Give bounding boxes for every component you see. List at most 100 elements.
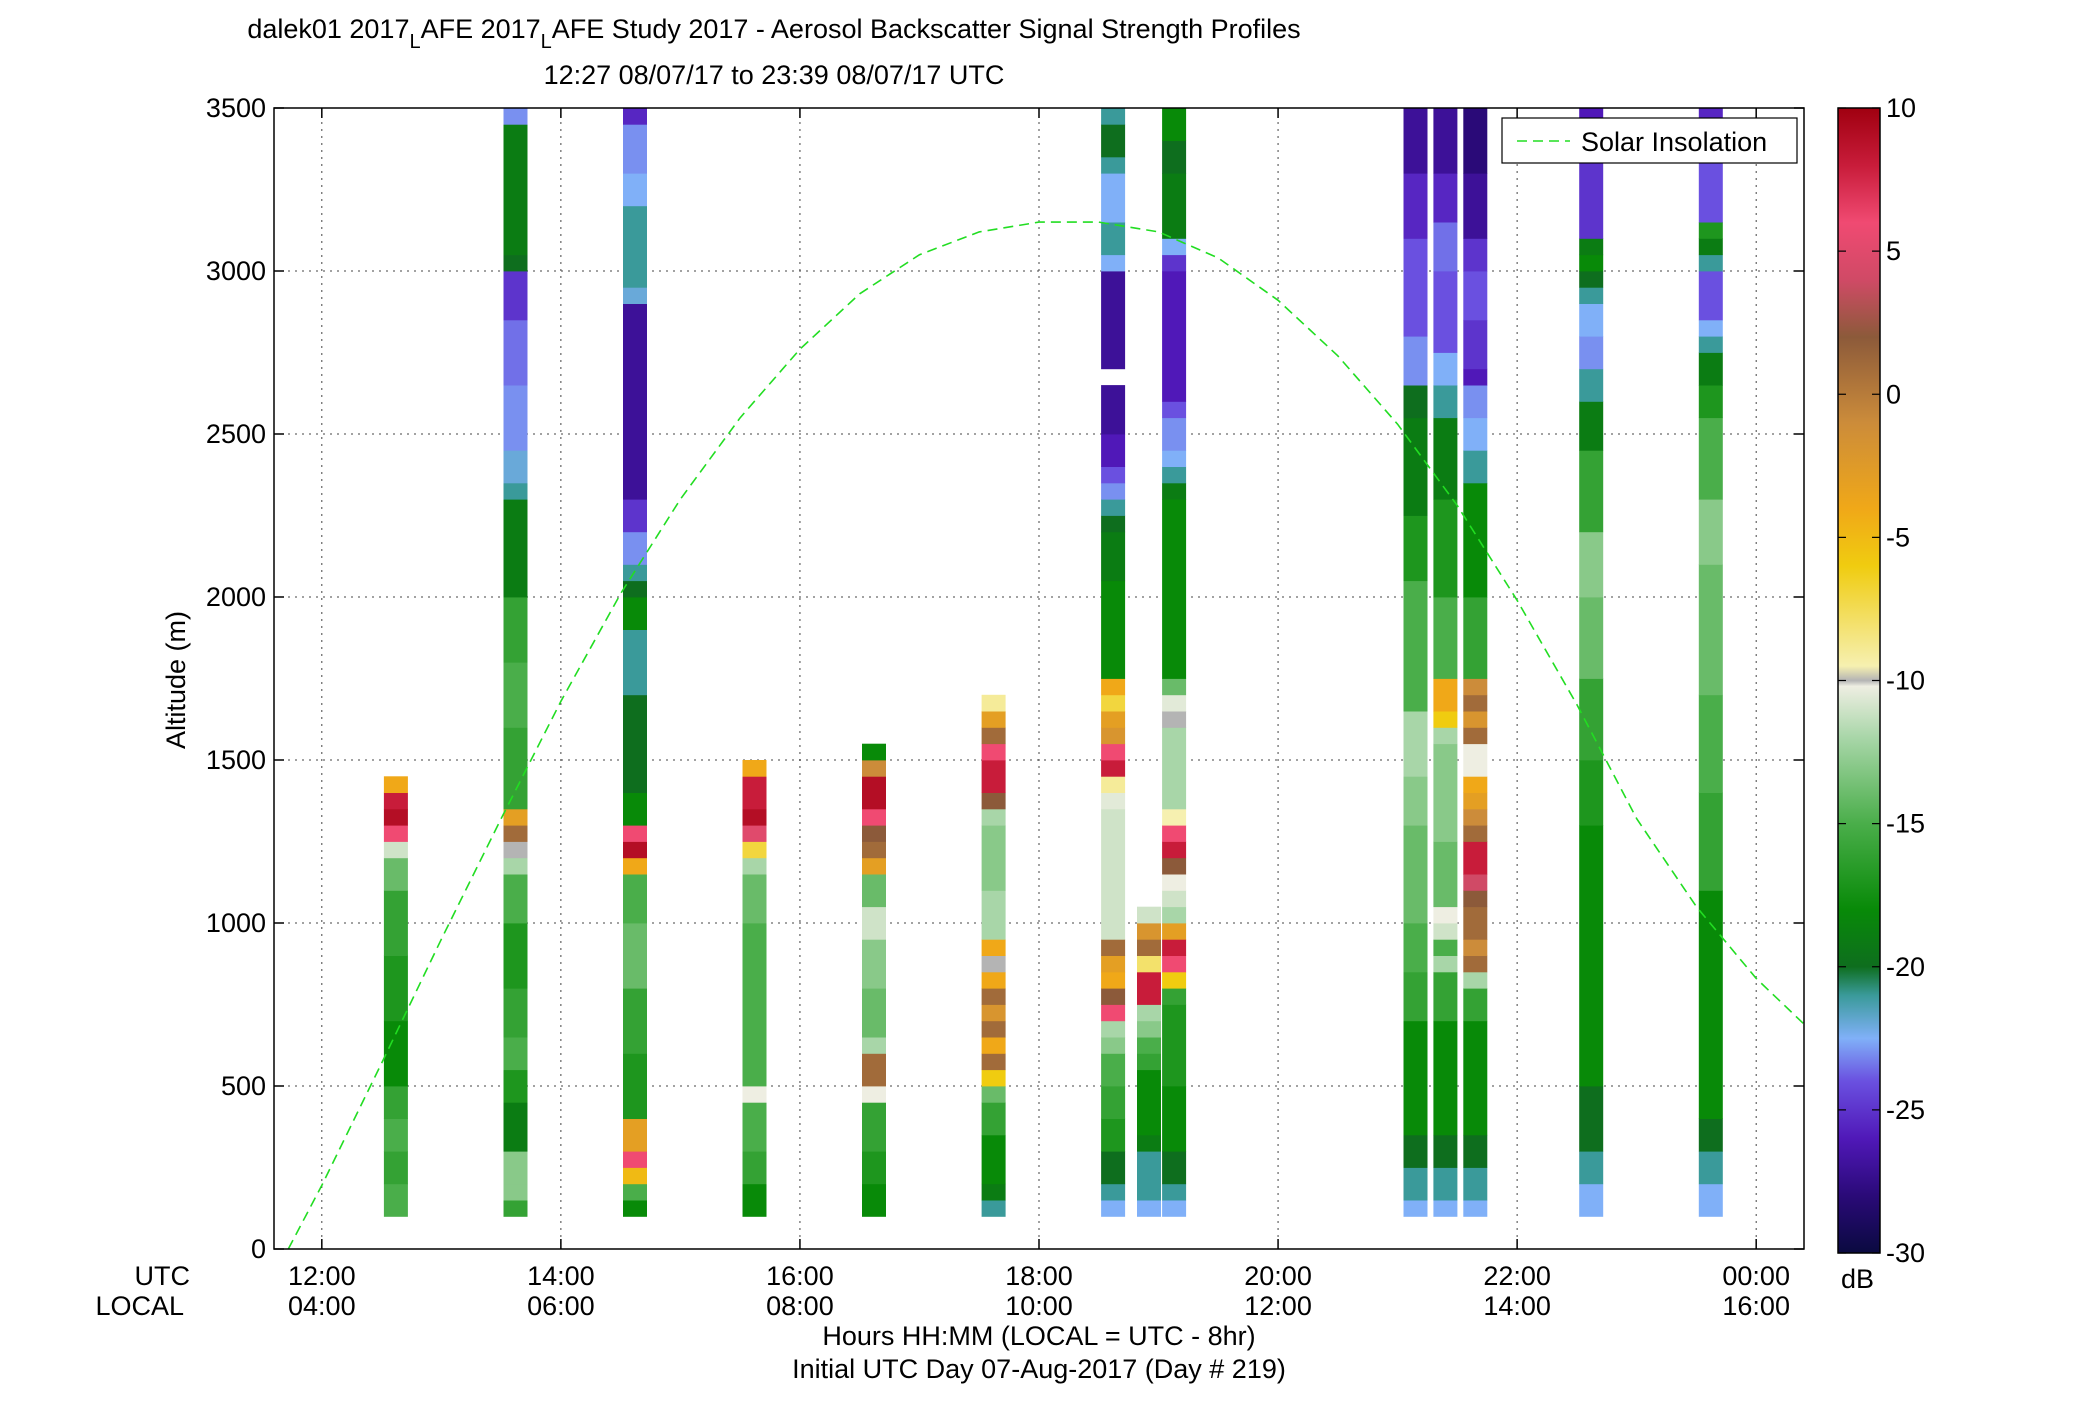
profile-cell bbox=[1463, 988, 1488, 1022]
profile-cell bbox=[503, 450, 528, 484]
profile-cell bbox=[1403, 825, 1428, 924]
profile-cell bbox=[503, 825, 528, 842]
profile-cell bbox=[1403, 971, 1428, 1022]
y-tick-label: 3500 bbox=[206, 93, 266, 123]
x-tick-label-utc: 16:00 bbox=[766, 1261, 834, 1291]
profile-cell bbox=[981, 1004, 1006, 1022]
profile-cell bbox=[1101, 1118, 1126, 1152]
profile-cell bbox=[1162, 727, 1187, 810]
profile-column bbox=[1101, 108, 1126, 1217]
colorbar-unit: dB bbox=[1841, 1264, 1874, 1294]
colorbar-tick-label: 5 bbox=[1886, 236, 1901, 266]
chart-title: dalek01 2017LAFE 2017LAFE Study 2017 - A… bbox=[247, 14, 1300, 53]
profile-cell bbox=[1101, 776, 1126, 793]
profile-cell bbox=[1433, 222, 1458, 272]
profile-cell bbox=[742, 825, 767, 842]
profile-cell bbox=[383, 825, 408, 842]
profile-cell bbox=[1433, 906, 1458, 924]
profile-cell bbox=[1579, 531, 1604, 598]
profile-cell bbox=[1433, 955, 1458, 973]
profile-cell bbox=[1403, 238, 1428, 337]
profile-cell bbox=[1101, 1020, 1126, 1038]
profile-cell bbox=[503, 1183, 528, 1201]
profile-cell bbox=[623, 857, 647, 875]
profile-cell bbox=[981, 825, 1006, 891]
profile-cell bbox=[1698, 222, 1723, 239]
profile-cell bbox=[623, 499, 647, 533]
profile-cell bbox=[1403, 336, 1428, 386]
colorbar-tick-label: 10 bbox=[1886, 93, 1916, 123]
profile-cell bbox=[1463, 841, 1488, 875]
profile-cell bbox=[1101, 466, 1126, 484]
x-tick-label-local: 06:00 bbox=[527, 1291, 595, 1321]
profile-cell bbox=[1162, 401, 1187, 419]
profile-cell bbox=[1162, 1004, 1187, 1087]
profile-cell bbox=[1433, 923, 1458, 940]
profile-cell bbox=[862, 988, 886, 1038]
profile-cell bbox=[1162, 694, 1187, 712]
x-tick-label-utc: 14:00 bbox=[527, 1261, 595, 1291]
y-axis-label: Altitude (m) bbox=[161, 611, 191, 749]
profile-cell bbox=[1463, 482, 1488, 598]
profile-cell bbox=[862, 1102, 886, 1152]
profile-cell bbox=[1433, 108, 1458, 174]
profile-cell bbox=[623, 531, 647, 565]
profile-cell bbox=[1101, 434, 1126, 467]
profile-cell bbox=[1101, 531, 1126, 582]
profile-cell bbox=[503, 597, 528, 663]
profile-cell bbox=[623, 1151, 647, 1168]
profile-cell bbox=[1463, 792, 1488, 810]
profile-cell bbox=[1101, 271, 1126, 370]
profile-cell bbox=[1698, 890, 1723, 1119]
colorbar-tick-label: -10 bbox=[1886, 666, 1925, 696]
profile-cell bbox=[1162, 971, 1187, 989]
y-tick-label: 500 bbox=[221, 1071, 266, 1101]
profile-cell bbox=[1403, 173, 1428, 239]
profile-cell bbox=[383, 808, 408, 826]
profile-cell bbox=[1463, 173, 1488, 239]
profile-cell bbox=[1162, 711, 1187, 728]
profile-cell bbox=[383, 1020, 408, 1087]
profile-cell bbox=[623, 694, 647, 793]
profile-cell bbox=[1579, 450, 1604, 533]
profile-cell bbox=[1137, 1069, 1161, 1136]
profile-cell bbox=[383, 792, 408, 810]
profile-cell bbox=[1101, 1004, 1126, 1022]
profile-cell bbox=[1463, 1167, 1488, 1201]
profile-cell bbox=[1579, 825, 1604, 1087]
colorbar-tick-label: -20 bbox=[1886, 952, 1925, 982]
profile-column bbox=[1463, 108, 1488, 1217]
profile-cell bbox=[1463, 238, 1488, 272]
profile-cell bbox=[1137, 1134, 1161, 1152]
profile-cell bbox=[503, 988, 528, 1038]
profile-cell bbox=[1162, 923, 1187, 940]
profile-cell bbox=[1101, 482, 1126, 500]
profile-cell bbox=[862, 1151, 886, 1185]
profile-cell bbox=[383, 857, 408, 891]
profile-cell bbox=[981, 1069, 1006, 1087]
profile-cell bbox=[862, 808, 886, 826]
profile-cell bbox=[1433, 841, 1458, 908]
profile-column bbox=[1433, 108, 1458, 1217]
profile-cell bbox=[981, 760, 1006, 793]
x-tick-label-local: 12:00 bbox=[1244, 1291, 1312, 1321]
profile-cell bbox=[981, 1020, 1006, 1038]
profile-cell bbox=[1162, 466, 1187, 484]
profile-cell bbox=[742, 857, 767, 875]
x-axis-label-day: Initial UTC Day 07-Aug-2017 (Day # 219) bbox=[792, 1354, 1286, 1384]
profile-cell bbox=[1579, 271, 1604, 288]
profile-cell bbox=[1463, 955, 1488, 973]
profile-cell bbox=[1463, 271, 1488, 321]
profile-cell bbox=[503, 808, 528, 826]
profile-cell bbox=[981, 1200, 1006, 1217]
profile-cell bbox=[1162, 825, 1187, 842]
profile-cell bbox=[1403, 1200, 1428, 1217]
profile-cell bbox=[862, 760, 886, 777]
profile-cell bbox=[623, 874, 647, 924]
profile-column bbox=[1403, 108, 1428, 1217]
profile-cell bbox=[1698, 792, 1723, 891]
profile-cell bbox=[1579, 336, 1604, 370]
profile-cell bbox=[1463, 890, 1488, 908]
profile-cell bbox=[1162, 906, 1187, 924]
profile-cell bbox=[862, 1053, 886, 1087]
